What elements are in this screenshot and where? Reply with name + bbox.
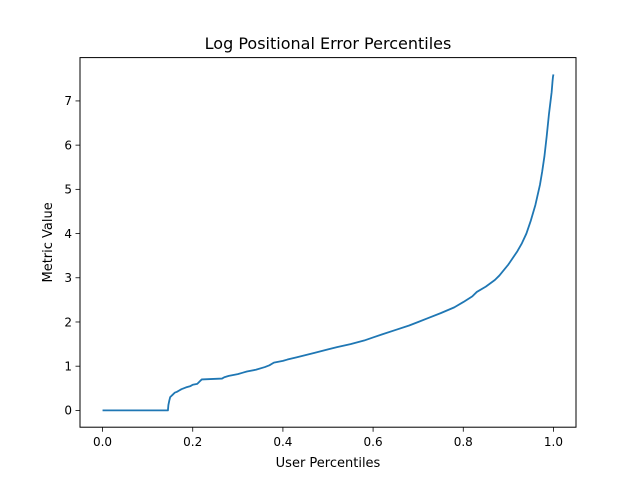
x-tick-label: 0.6 — [364, 435, 383, 449]
chart-title: Log Positional Error Percentiles — [205, 34, 452, 53]
y-tick-label: 7 — [64, 94, 72, 108]
series-line-0 — [102, 74, 555, 412]
x-tick-label: 0.8 — [454, 435, 473, 449]
y-tick-label: 3 — [64, 271, 72, 285]
plot-frame — [79, 57, 577, 428]
x-axis-label: User Percentiles — [276, 456, 381, 471]
y-axis: 0 1 2 3 4 5 6 7 — [64, 94, 80, 418]
y-tick-label: 6 — [64, 138, 72, 152]
x-tick-label: 0.0 — [93, 435, 112, 449]
x-tick-label: 0.2 — [183, 435, 202, 449]
y-tick-label: 1 — [64, 359, 72, 373]
x-tick-label: 0.4 — [273, 435, 292, 449]
x-tick-label: 1.0 — [544, 435, 563, 449]
y-tick-label: 0 — [64, 404, 72, 418]
y-tick-label: 4 — [64, 227, 72, 241]
y-tick-label: 2 — [64, 315, 72, 329]
y-axis-label: Metric Value — [41, 202, 56, 282]
y-tick-label: 5 — [64, 183, 72, 197]
x-axis: 0.0 0.2 0.4 0.6 0.8 1.0 — [93, 427, 563, 449]
plot-area — [102, 74, 555, 412]
